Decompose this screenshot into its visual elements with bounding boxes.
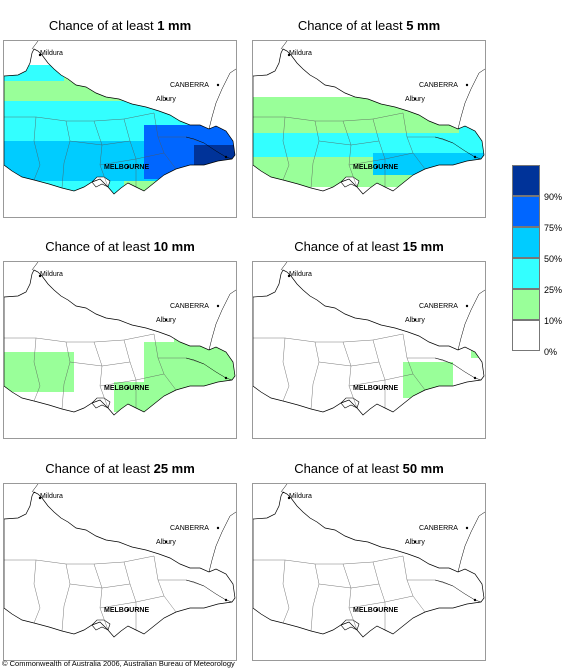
town-marker — [126, 386, 130, 390]
panel-title: Chance of at least 50 mm — [294, 461, 444, 476]
town-marker — [375, 386, 379, 390]
legend-swatch — [512, 165, 540, 196]
place-label-albury: Albury — [405, 96, 425, 103]
town-marker — [126, 165, 130, 169]
legend-label: 25% — [544, 285, 563, 295]
place-label-albury: Albury — [156, 96, 176, 103]
legend-swatch — [512, 320, 540, 351]
place-label-melbourne: MELBOURNE — [104, 164, 149, 171]
place-label-melbourne: MELBOURNE — [353, 385, 398, 392]
town-marker — [287, 53, 291, 57]
place-label-melbourne: MELBOURNE — [353, 164, 398, 171]
place-label-canberra: CANBERRA — [419, 525, 458, 532]
rain-probability-fill — [253, 81, 484, 187]
legend-label: 0% — [544, 347, 558, 357]
town-marker — [216, 83, 220, 87]
place-label-melbourne: MELBOURNE — [104, 607, 149, 614]
panel-title: Chance of at least 10 mm — [45, 239, 195, 254]
rain-probability-fill — [4, 318, 235, 412]
place-label-mildura: Mildura — [289, 493, 312, 500]
town-marker — [38, 274, 42, 278]
town-marker — [126, 608, 130, 612]
legend-swatch — [512, 196, 540, 227]
town-marker — [413, 318, 417, 322]
place-label-canberra: CANBERRA — [170, 525, 209, 532]
place-label-canberra: CANBERRA — [170, 82, 209, 89]
place-label-canberra: CANBERRA — [419, 303, 458, 310]
town-marker — [38, 53, 42, 57]
legend-label: 90% — [544, 192, 563, 202]
legend-label: 10% — [544, 316, 563, 326]
panel-title: Chance of at least 15 mm — [294, 239, 444, 254]
panel-title: Chance of at least 5 mm — [297, 18, 441, 33]
legend-swatch — [512, 258, 540, 289]
town-marker — [473, 598, 477, 602]
place-label-mildura: Mildura — [289, 50, 312, 57]
place-label-mildura: Mildura — [40, 493, 63, 500]
legend: 90% 75% 50% 25% 10% 0% — [512, 165, 570, 365]
place-label-melbourne: MELBOURNE — [104, 385, 149, 392]
place-label-canberra: CANBERRA — [419, 82, 458, 89]
town-marker — [375, 165, 379, 169]
place-label-mildura: Mildura — [40, 50, 63, 57]
panel-title: Chance of at least 1 mm — [48, 18, 192, 33]
copyright-footer: © Commonwealth of Australia 2006, Austra… — [2, 659, 235, 668]
town-marker — [287, 496, 291, 500]
town-marker — [287, 274, 291, 278]
town-marker — [224, 155, 228, 159]
town-marker — [216, 526, 220, 530]
rain-probability-fill — [403, 334, 484, 398]
legend-label: 50% — [544, 254, 563, 264]
map-1mm: Mildura CANBERRA Albury MELBOURNE — [3, 40, 237, 218]
place-label-mildura: Mildura — [40, 271, 63, 278]
town-marker — [224, 598, 228, 602]
town-marker — [413, 540, 417, 544]
town-marker — [465, 304, 469, 308]
legend-swatch — [512, 227, 540, 258]
map-10mm: Mildura CANBERRA Albury MELBOURNE — [3, 261, 237, 439]
town-marker — [38, 496, 42, 500]
town-marker — [216, 304, 220, 308]
town-marker — [375, 608, 379, 612]
map-15mm: Mildura CANBERRA Albury MELBOURNE — [252, 261, 486, 439]
place-label-mildura: Mildura — [289, 271, 312, 278]
town-marker — [164, 540, 168, 544]
town-marker — [465, 83, 469, 87]
place-label-albury: Albury — [405, 539, 425, 546]
map-5mm: Mildura CANBERRA Albury MELBOURNE — [252, 40, 486, 218]
legend-swatch — [512, 289, 540, 320]
town-marker — [224, 376, 228, 380]
panel-title: Chance of at least 25 mm — [45, 461, 195, 476]
place-label-albury: Albury — [405, 317, 425, 324]
town-marker — [164, 318, 168, 322]
map-50mm: Mildura CANBERRA Albury MELBOURNE — [252, 483, 486, 661]
town-marker — [473, 376, 477, 380]
legend-label: 75% — [544, 223, 563, 233]
place-label-melbourne: MELBOURNE — [353, 607, 398, 614]
town-marker — [413, 97, 417, 101]
place-label-canberra: CANBERRA — [170, 303, 209, 310]
place-label-albury: Albury — [156, 317, 176, 324]
town-marker — [164, 97, 168, 101]
map-25mm: Mildura CANBERRA Albury MELBOURNE — [3, 483, 237, 661]
place-label-albury: Albury — [156, 539, 176, 546]
town-marker — [473, 155, 477, 159]
town-marker — [465, 526, 469, 530]
